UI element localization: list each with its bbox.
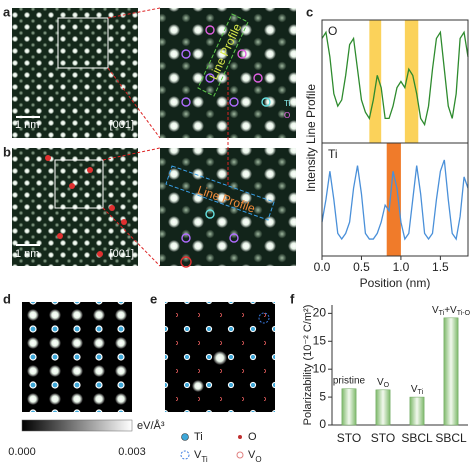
panel-label: f <box>290 291 295 306</box>
bar <box>409 396 425 426</box>
y-tick-label: 0 <box>319 417 326 431</box>
bar <box>375 389 391 426</box>
annotation-part: Ti-O <box>457 310 471 317</box>
annotation-part: Ti <box>439 310 445 317</box>
atom-markers <box>180 209 239 268</box>
bar-annotation: VO <box>377 376 390 389</box>
zoom-line <box>107 7 161 19</box>
highlight-band <box>386 143 401 256</box>
x-tick-label: 1.5 <box>432 260 449 274</box>
bar-annotation: VTi <box>411 384 424 397</box>
x-tick-label: SBCL <box>401 431 433 445</box>
series-label: O <box>328 24 337 38</box>
atom-markers <box>181 25 271 107</box>
legend-text: V <box>194 449 202 461</box>
legend-text: O <box>248 431 257 443</box>
stem-image <box>12 148 138 266</box>
series-label: Ti <box>328 147 338 161</box>
annotation-part: pristine <box>333 375 366 386</box>
annotation-part: +V <box>444 304 457 315</box>
legend-text: O <box>255 455 261 464</box>
x-tick-label: 1.0 <box>393 260 410 274</box>
y-tick-label: 20 <box>313 306 327 320</box>
panel-label: b <box>3 144 11 159</box>
legend-label: Ti <box>194 431 203 443</box>
profile-box <box>197 13 249 97</box>
bar <box>341 388 357 426</box>
panel-label: c <box>306 4 313 19</box>
x-tick-label: STO <box>337 431 361 445</box>
annotation-part: V <box>432 304 439 315</box>
y-axis-label: Polarizability (10⁻² C/m²) <box>302 305 314 426</box>
bar <box>443 317 459 426</box>
bar-annotation: VTi+VTi-O <box>432 304 471 317</box>
atom-label: Ti <box>284 99 291 108</box>
legend-symbol <box>238 435 242 439</box>
y-tick-label: 15 <box>313 333 327 347</box>
highlight-band <box>404 20 419 143</box>
zone-axis: [001] <box>110 119 134 131</box>
zoom-box <box>57 17 109 69</box>
scale-label: 1 nm <box>15 248 39 260</box>
annotation-part: Ti <box>418 389 424 396</box>
vacancy-markers <box>45 155 127 257</box>
legend-label: VO <box>248 449 262 464</box>
legend-symbol <box>181 433 189 441</box>
legend-symbol <box>236 451 244 459</box>
legend-symbol <box>180 450 190 460</box>
zoom-line <box>102 207 161 267</box>
charge-spot <box>213 351 227 365</box>
y-axis-label: Intensity Line Profile <box>304 84 318 192</box>
zoom-box <box>54 159 104 209</box>
zone-axis: [001] <box>110 248 134 260</box>
atom-label: O <box>284 111 290 120</box>
charge-map <box>22 302 132 412</box>
x-tick-label: SBCL <box>435 431 467 445</box>
legend-text: Ti <box>201 455 208 464</box>
plot-frame <box>321 142 469 257</box>
panel-label: a <box>3 4 11 19</box>
vacancy-ring <box>258 312 270 324</box>
x-tick-label: 0.5 <box>353 260 370 274</box>
x-axis-label: Position (nm) <box>360 276 431 290</box>
y-tick-label: 5 <box>319 389 326 403</box>
legend-label: O <box>248 431 257 443</box>
colorbar-tick: 0.003 <box>118 446 146 458</box>
scale-label: 1 nm <box>15 119 39 131</box>
annotation-part: V <box>411 384 418 395</box>
colorbar-unit: eV/Å³ <box>137 419 165 432</box>
profile-box <box>165 165 275 221</box>
charge-spot <box>192 380 204 392</box>
legend-text: V <box>248 449 256 461</box>
panel-label: d <box>3 291 11 306</box>
y-tick-label: 10 <box>313 361 327 375</box>
highlight-band <box>369 20 382 143</box>
zoom-line <box>107 67 161 139</box>
bar-annotation: pristine <box>333 375 366 386</box>
colorbar-tick: 0.000 <box>8 446 36 458</box>
annotation-part: V <box>377 376 384 387</box>
profile-line <box>321 159 469 241</box>
panel-label: e <box>150 291 157 306</box>
x-tick-label: 0.0 <box>314 260 331 274</box>
legend-label: VTi <box>194 449 208 464</box>
profile-line <box>321 30 469 127</box>
legend-text: Ti <box>194 431 203 443</box>
colorbar <box>21 419 133 432</box>
annotation-part: O <box>384 382 390 389</box>
x-tick-label: STO <box>371 431 395 445</box>
